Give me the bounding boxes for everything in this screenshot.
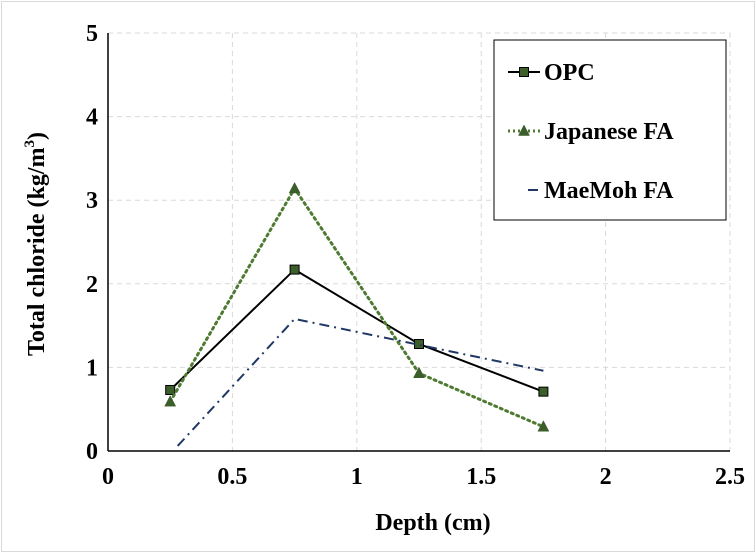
y-tick-label: 4 [86,105,98,131]
y-axis-title-superscript: 3 [22,140,38,148]
x-tick-label: 1 [351,464,363,490]
legend-label: Japanese FA [544,119,674,145]
y-axis-title: Total chloride (kg/m3) [22,132,50,356]
series-japanese-fa [164,181,550,432]
series-line [176,317,544,447]
y-tick-label: 1 [86,355,98,381]
legend-label: OPC [544,60,595,86]
y-tick-label: 0 [86,439,98,465]
triangle-marker [413,366,425,379]
square-marker [289,264,300,275]
x-tick-label: 0.5 [217,464,247,490]
x-axis-title: Depth (cm) [375,510,490,536]
x-tick-label: 2 [600,464,612,490]
square-marker [519,67,529,77]
legend-item: Japanese FA [508,119,674,145]
legend: OPC Japanese FA MaeMoh FA [493,39,727,221]
x-tick-label: 2.5 [715,464,745,490]
series-line [169,268,544,393]
triangle-marker [164,395,177,407]
triangle-marker [537,420,550,432]
triangle-marker [288,181,301,194]
series-line [168,185,545,429]
legend-label: MaeMoh FA [544,178,674,204]
series-maemoh-fa [176,317,544,447]
y-axis-title-close: ) [24,132,50,140]
tick-labels: 0 1 2 3 4 5 0 0.5 1 1.5 2 2.5 [86,21,745,490]
y-axis-title-main: Total chloride (kg/m [24,148,50,356]
y-tick-label: 5 [86,21,98,47]
x-tick-label: 0 [102,464,114,490]
series-layer [164,181,550,447]
y-tick-label: 2 [86,272,98,298]
triangle-marker [518,124,530,136]
legend-item: OPC [508,60,595,86]
legend-item: MaeMoh FA [528,178,674,204]
x-tick-label: 1.5 [466,464,496,490]
gridlines [108,32,731,451]
square-marker [414,338,424,349]
y-tick-label: 3 [86,188,98,214]
square-marker [538,386,549,397]
axes [107,33,730,452]
square-marker [165,384,176,395]
series-opc [165,264,549,397]
